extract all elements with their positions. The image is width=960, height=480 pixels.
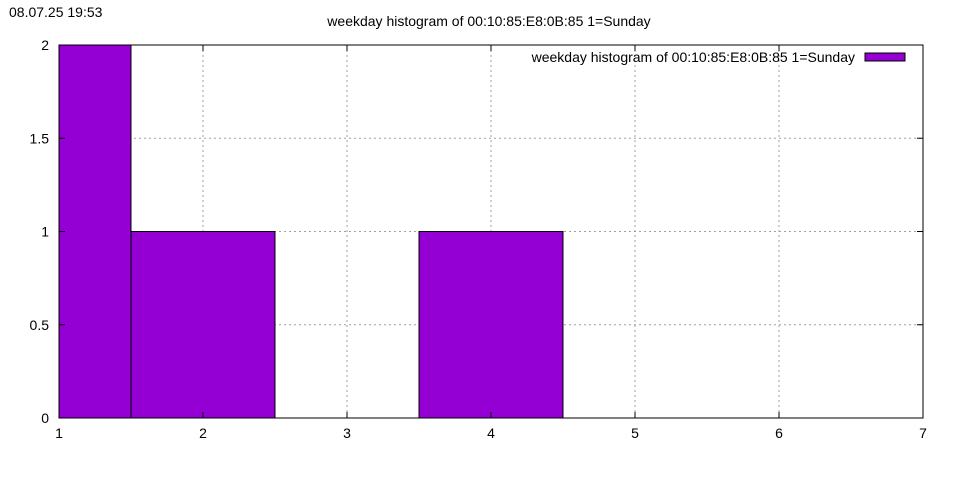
histogram-bar (58, 44, 132, 419)
histogram-bar (130, 231, 276, 419)
x-tick-label: 3 (343, 425, 351, 441)
legend-swatch (864, 52, 906, 62)
bars (58, 44, 564, 419)
legend: weekday histogram of 00:10:85:E8:0B:85 1… (531, 49, 906, 65)
legend-label: weekday histogram of 00:10:85:E8:0B:85 1… (531, 49, 855, 65)
x-tick-label: 1 (55, 425, 63, 441)
y-tick-label: 0.5 (30, 317, 50, 333)
x-tick-label: 5 (631, 425, 639, 441)
y-tick-label: 0 (41, 410, 49, 426)
timestamp: 08.07.25 19:53 (9, 4, 103, 20)
y-tick-label: 2 (41, 37, 49, 53)
histogram-bar (418, 231, 564, 419)
x-tick-label: 4 (487, 425, 495, 441)
x-tick-label: 7 (919, 425, 927, 441)
y-tick-label: 1 (41, 224, 49, 240)
x-tick-label: 2 (199, 425, 207, 441)
y-tick-label: 1.5 (30, 130, 50, 146)
chart-title: weekday histogram of 00:10:85:E8:0B:85 1… (326, 13, 650, 29)
axis-ticks: 1 2 3 4 5 6 7 0 0.5 1 1.5 2 (30, 37, 928, 441)
x-tick-label: 6 (775, 425, 783, 441)
